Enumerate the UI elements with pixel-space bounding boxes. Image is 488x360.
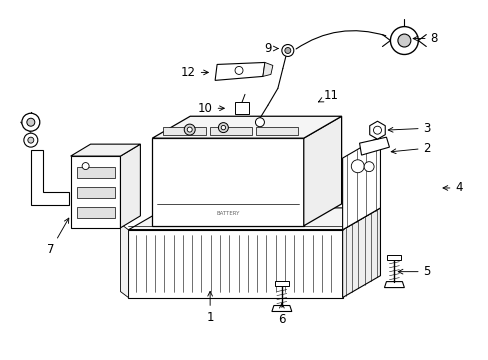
Circle shape: [24, 133, 38, 147]
Text: 11: 11: [318, 89, 339, 102]
Circle shape: [285, 48, 290, 54]
Polygon shape: [31, 150, 68, 205]
Polygon shape: [359, 137, 388, 155]
Polygon shape: [263, 62, 272, 76]
Circle shape: [364, 162, 373, 172]
Text: 1: 1: [206, 291, 213, 324]
Text: 6: 6: [278, 303, 285, 326]
Bar: [163, 127, 205, 135]
Circle shape: [235, 67, 243, 75]
Polygon shape: [271, 306, 291, 311]
Circle shape: [28, 137, 34, 143]
Circle shape: [22, 113, 40, 131]
Bar: [386, 255, 401, 260]
Text: 8: 8: [412, 32, 437, 45]
Polygon shape: [71, 144, 140, 156]
Text: 2: 2: [390, 141, 430, 155]
Circle shape: [187, 127, 192, 132]
Circle shape: [373, 126, 381, 134]
Text: 10: 10: [197, 102, 224, 115]
Circle shape: [27, 118, 35, 126]
Text: 3: 3: [387, 122, 430, 135]
Polygon shape: [128, 230, 342, 298]
Polygon shape: [120, 224, 128, 298]
Circle shape: [184, 124, 195, 135]
Circle shape: [82, 163, 89, 170]
Circle shape: [255, 118, 264, 127]
Bar: [274, 280, 288, 285]
Polygon shape: [71, 156, 120, 228]
Polygon shape: [303, 116, 341, 226]
Polygon shape: [120, 144, 140, 228]
Text: 9: 9: [264, 42, 278, 55]
Circle shape: [221, 125, 225, 130]
Polygon shape: [215, 62, 264, 80]
Bar: [255, 127, 298, 135]
Polygon shape: [342, 208, 380, 298]
Circle shape: [350, 160, 364, 173]
Polygon shape: [342, 136, 380, 230]
Text: 7: 7: [47, 218, 69, 256]
Circle shape: [218, 123, 228, 132]
Bar: [77, 187, 114, 198]
Polygon shape: [369, 121, 385, 139]
Bar: [235, 102, 248, 114]
Circle shape: [389, 27, 417, 54]
Bar: [77, 167, 114, 178]
Polygon shape: [128, 208, 380, 230]
Polygon shape: [152, 116, 341, 138]
Text: 4: 4: [442, 181, 462, 194]
Bar: [209, 127, 251, 135]
Text: 12: 12: [181, 66, 208, 79]
Circle shape: [281, 45, 293, 57]
Polygon shape: [384, 282, 404, 288]
Text: BATTERY: BATTERY: [216, 211, 239, 216]
Bar: [77, 207, 114, 218]
Text: 5: 5: [397, 265, 430, 278]
Polygon shape: [152, 138, 303, 226]
Circle shape: [397, 34, 410, 47]
Circle shape: [239, 105, 244, 111]
